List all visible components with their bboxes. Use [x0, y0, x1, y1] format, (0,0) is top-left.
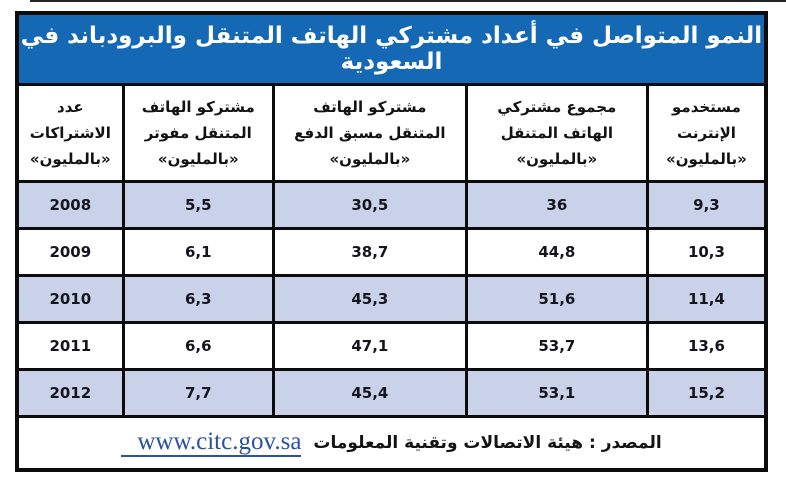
table-row-2011: 2011 6,6 47,1 53,7 13,6 — [19, 324, 764, 368]
page-top-rule — [30, 0, 786, 2]
prepaid-value-cell: 30,5 — [274, 183, 465, 227]
total-mobile-value-cell: 51,6 — [467, 277, 646, 321]
total-mobile-value-cell: 36 — [467, 183, 646, 227]
total-mobile-value-cell: 44,8 — [467, 230, 646, 274]
column-header-total-mobile-subscribers: مجموع مشتركي الهاتف المتنقل «بالمليون» — [467, 86, 646, 180]
postpaid-value-cell: 6,6 — [124, 324, 272, 368]
source-label: المصدر : هيئة الاتصالات وتقنية المعلومات — [313, 433, 662, 453]
column-header-prepaid-mobile-subscribers: مشتركو الهاتف المتنقل مسبق الدفع «بالملي… — [274, 86, 465, 180]
postpaid-value-cell: 7,7 — [124, 371, 272, 415]
postpaid-value-cell: 6,1 — [124, 230, 272, 274]
table-row-2008: 2008 5,5 30,5 36 9,3 — [19, 183, 764, 227]
total-mobile-value-cell: 53,1 — [467, 371, 646, 415]
table-title: النمو المتواصل في أعداد مشتركي الهاتف ال… — [20, 23, 763, 75]
prepaid-value-cell: 38,7 — [274, 230, 465, 274]
prepaid-value-cell: 45,4 — [274, 371, 465, 415]
year-cell: 2008 — [19, 183, 122, 227]
year-cell: 2009 — [19, 230, 122, 274]
source-link[interactable]: www.citc.gov.sa — [121, 428, 302, 458]
total-mobile-value-cell: 53,7 — [467, 324, 646, 368]
column-header-subscriptions-count: عدد الاشتراكات «بالمليون» — [19, 86, 122, 180]
column-header-postpaid-mobile-subscribers: مشتركو الهاتف المتنقل مفوتر «بالمليون» — [124, 86, 272, 180]
internet-users-value-cell: 9,3 — [648, 183, 764, 227]
table-row-2010: 2010 6,3 45,3 51,6 11,4 — [19, 277, 764, 321]
source-row: المصدر : هيئة الاتصالات وتقنية المعلومات… — [19, 418, 764, 468]
prepaid-value-cell: 45,3 — [274, 277, 465, 321]
subscribers-growth-table: النمو المتواصل في أعداد مشتركي الهاتف ال… — [15, 11, 768, 472]
internet-users-value-cell: 13,6 — [648, 324, 764, 368]
table-row-2012: 2012 7,7 45,4 53,1 15,2 — [19, 371, 764, 415]
postpaid-value-cell: 5,5 — [124, 183, 272, 227]
year-cell: 2010 — [19, 277, 122, 321]
prepaid-value-cell: 47,1 — [274, 324, 465, 368]
year-cell: 2012 — [19, 371, 122, 415]
table-row-2009: 2009 6,1 38,7 44,8 10,3 — [19, 230, 764, 274]
internet-users-value-cell: 15,2 — [648, 371, 764, 415]
internet-users-value-cell: 11,4 — [648, 277, 764, 321]
year-cell: 2011 — [19, 324, 122, 368]
internet-users-value-cell: 10,3 — [648, 230, 764, 274]
table-title-banner: النمو المتواصل في أعداد مشتركي الهاتف ال… — [19, 15, 764, 83]
column-header-internet-users: مستخدمو الإنترنت «بالمليون» — [648, 86, 764, 180]
table-header-row: عدد الاشتراكات «بالمليون» مشتركو الهاتف … — [19, 86, 764, 180]
postpaid-value-cell: 6,3 — [124, 277, 272, 321]
